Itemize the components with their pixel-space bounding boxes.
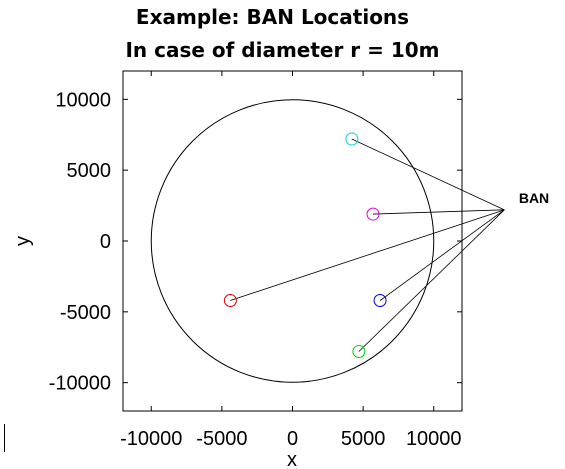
x-tick-label: 5000 bbox=[341, 428, 386, 450]
frame-edge bbox=[0, 424, 5, 452]
y-tick-label: 10000 bbox=[55, 89, 111, 111]
y-tick-label: 0 bbox=[100, 231, 111, 253]
chart-title-line-1: Example: BAN Locations bbox=[135, 5, 410, 29]
x-tick-label: -10000 bbox=[120, 428, 182, 450]
node-marker bbox=[352, 345, 366, 358]
y-tick-label: -5000 bbox=[60, 302, 111, 324]
ban-link-line bbox=[351, 138, 505, 211]
x-axis-label: x bbox=[287, 449, 297, 469]
x-tick-label: -5000 bbox=[196, 428, 247, 450]
node-marker bbox=[366, 207, 380, 221]
ban-link-line bbox=[230, 209, 505, 301]
y-tick-label: -10000 bbox=[49, 373, 111, 395]
ban-link-line bbox=[379, 209, 505, 301]
x-tick-label: 10000 bbox=[406, 428, 462, 450]
node-marker bbox=[373, 294, 387, 307]
ban-link-line bbox=[372, 209, 505, 215]
boundary-circle bbox=[150, 99, 435, 383]
ban-label: BAN bbox=[519, 190, 549, 206]
ban-link-line bbox=[358, 209, 505, 352]
y-axis-label: y bbox=[12, 236, 34, 246]
node-marker bbox=[345, 132, 359, 146]
y-tick-label: 5000 bbox=[67, 160, 112, 182]
x-tick-label: 0 bbox=[287, 428, 298, 450]
node-marker bbox=[223, 294, 237, 307]
chart-title-line-2: In case of diameter r = 10m bbox=[125, 38, 440, 62]
